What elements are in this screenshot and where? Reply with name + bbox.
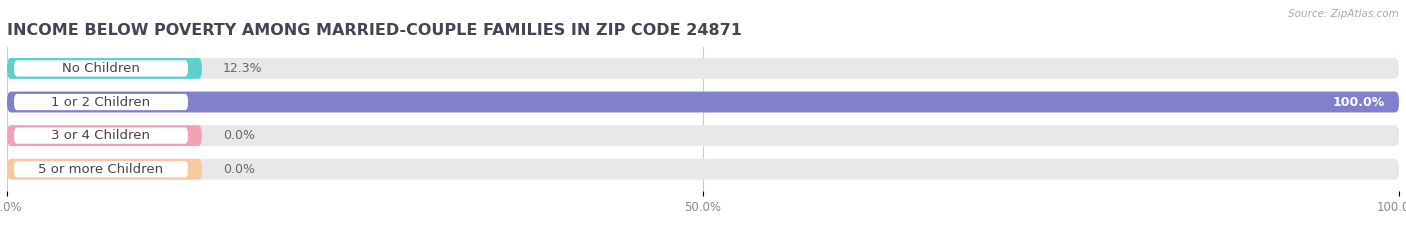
Text: 0.0%: 0.0% <box>222 129 254 142</box>
FancyBboxPatch shape <box>14 127 188 144</box>
FancyBboxPatch shape <box>7 125 202 146</box>
FancyBboxPatch shape <box>7 92 1399 113</box>
FancyBboxPatch shape <box>7 58 1399 79</box>
Text: INCOME BELOW POVERTY AMONG MARRIED-COUPLE FAMILIES IN ZIP CODE 24871: INCOME BELOW POVERTY AMONG MARRIED-COUPL… <box>7 24 742 38</box>
Text: 5 or more Children: 5 or more Children <box>38 163 163 176</box>
FancyBboxPatch shape <box>7 58 202 79</box>
FancyBboxPatch shape <box>14 60 188 77</box>
Text: 12.3%: 12.3% <box>222 62 263 75</box>
Text: 100.0%: 100.0% <box>1333 96 1385 109</box>
Text: No Children: No Children <box>62 62 141 75</box>
Text: Source: ZipAtlas.com: Source: ZipAtlas.com <box>1288 9 1399 19</box>
FancyBboxPatch shape <box>14 161 188 177</box>
Text: 1 or 2 Children: 1 or 2 Children <box>52 96 150 109</box>
FancyBboxPatch shape <box>7 125 1399 146</box>
Text: 3 or 4 Children: 3 or 4 Children <box>52 129 150 142</box>
FancyBboxPatch shape <box>14 94 188 110</box>
FancyBboxPatch shape <box>7 159 1399 180</box>
FancyBboxPatch shape <box>7 92 1399 113</box>
FancyBboxPatch shape <box>7 159 202 180</box>
Text: 0.0%: 0.0% <box>222 163 254 176</box>
